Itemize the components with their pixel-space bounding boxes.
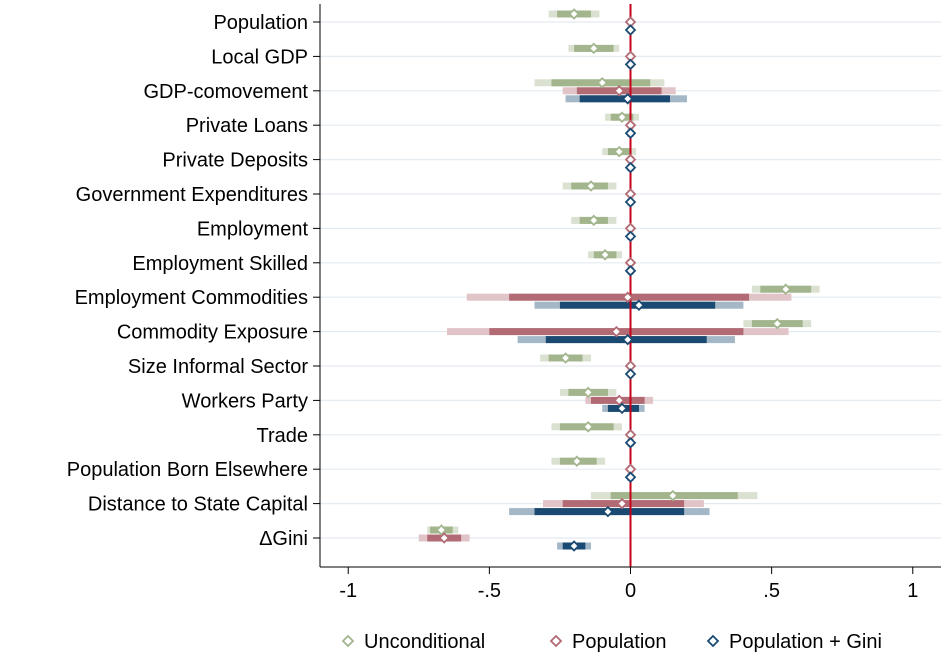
point-estimate-marker	[588, 214, 600, 227]
point-estimate-marker	[568, 8, 580, 20]
legend-marker	[706, 634, 720, 648]
x-tick-label: -1	[339, 580, 357, 602]
point-estimate-marker	[624, 161, 637, 174]
point-estimate-marker	[568, 540, 580, 552]
point-estimate-marker	[633, 299, 645, 311]
y-axis-labels: Population Local GDP GDP-comovement Private…	[67, 12, 309, 550]
point-estimate-marker	[621, 333, 634, 346]
point-estimate-marker	[621, 93, 634, 105]
point-estimate-marker	[438, 532, 450, 544]
point-estimate-marker	[616, 497, 628, 510]
y-tick-label: Size Informal Sector	[128, 356, 308, 378]
point-estimate-marker	[613, 85, 625, 97]
point-estimate-marker	[602, 505, 614, 518]
point-estimate-marker	[582, 421, 594, 433]
y-tick-label: Employment	[197, 218, 309, 240]
point-estimate-marker	[616, 111, 628, 123]
point-estimate-marker	[616, 402, 628, 415]
point-estimate-marker	[588, 42, 600, 55]
y-tick-label: GDP-comovement	[144, 81, 309, 103]
point-estimate-marker	[610, 325, 623, 338]
point-estimate-marker	[599, 249, 611, 261]
y-tick-label: Trade	[256, 425, 308, 447]
x-tick-label: .5	[763, 580, 780, 602]
y-tick-label: Commodity Exposure	[117, 322, 308, 344]
point-estimate-marker	[667, 489, 679, 502]
x-tick-label: -.5	[478, 580, 501, 602]
point-estimate-marker	[624, 230, 637, 243]
point-estimate-marker	[559, 352, 572, 364]
legend-label: Population	[572, 631, 667, 653]
y-tick-label: Population	[213, 12, 308, 34]
y-tick-label: Workers Party	[182, 390, 308, 412]
y-tick-label: Distance to State Capital	[88, 494, 308, 516]
point-estimate-marker	[621, 291, 634, 303]
y-tick-label: Government Expenditures	[76, 184, 308, 206]
point-estimate-marker	[624, 368, 637, 380]
point-estimate-marker	[624, 127, 637, 139]
point-estimate-marker	[624, 24, 637, 36]
point-estimate-marker	[771, 317, 784, 330]
point-estimate-marker	[624, 471, 637, 483]
point-estimate-marker	[624, 265, 637, 277]
point-estimate-marker	[571, 455, 583, 467]
y-tick-label: Private Loans	[186, 115, 308, 137]
y-tick-label: Local GDP	[211, 46, 308, 68]
legend-label: Unconditional	[364, 631, 485, 653]
y-tick-label: Population Born Elsewhere	[67, 459, 308, 481]
x-axis-ticks: -1 -.5 0 .5 1	[339, 567, 918, 602]
legend-marker	[549, 634, 563, 648]
y-tick-label: Employment Commodities	[75, 287, 308, 309]
point-estimate-marker	[624, 437, 637, 449]
y-tick-label: Employment Skilled	[132, 253, 308, 275]
legend-marker	[341, 634, 355, 648]
x-tick-label: 1	[907, 580, 918, 602]
legend: Unconditional Population Population + Gini	[341, 631, 882, 653]
point-estimate-marker	[435, 524, 448, 536]
point-estimate-marker	[596, 77, 609, 89]
point-estimate-marker	[613, 394, 625, 407]
y-tick-label: Private Deposits	[162, 150, 308, 172]
point-estimate-marker	[624, 196, 637, 208]
point-estimate-marker	[613, 145, 625, 158]
y-tick-label: ΔGini	[259, 528, 308, 550]
point-estimate-marker	[624, 58, 637, 71]
point-estimates	[435, 8, 792, 552]
x-tick-label: 0	[625, 580, 636, 602]
point-estimate-marker	[585, 180, 597, 192]
point-estimate-marker	[779, 283, 792, 295]
legend-label: Population + Gini	[729, 631, 882, 653]
point-estimate-marker	[582, 386, 594, 399]
